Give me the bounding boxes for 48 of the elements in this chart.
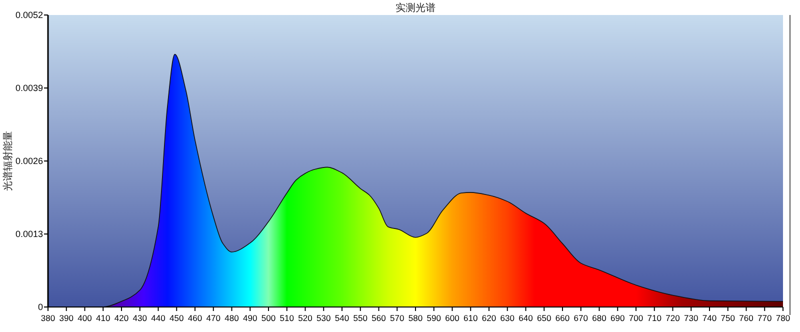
x-tick-label: 640 xyxy=(518,313,534,323)
x-tick-label: 510 xyxy=(280,313,294,323)
x-tick-label: 600 xyxy=(445,313,460,323)
x-tick-label: 740 xyxy=(702,313,717,323)
x-tick-label: 670 xyxy=(574,313,588,323)
x-tick-label: 730 xyxy=(684,313,698,323)
y-tick-label: 0.0013 xyxy=(15,229,43,239)
x-tick-label: 590 xyxy=(426,313,442,323)
x-tick-label: 560 xyxy=(372,313,386,323)
x-tick-label: 400 xyxy=(78,313,92,323)
x-tick-label: 580 xyxy=(408,313,423,323)
x-tick-label: 500 xyxy=(261,313,276,323)
y-tick-label: 0 xyxy=(38,302,43,312)
x-tick-label: 490 xyxy=(243,313,258,323)
x-tick-label: 660 xyxy=(555,313,570,323)
x-tick-label: 540 xyxy=(334,313,350,323)
x-tick-label: 430 xyxy=(132,313,148,323)
x-tick-label: 680 xyxy=(592,313,607,323)
x-tick-label: 450 xyxy=(170,313,184,323)
x-tick-label: 390 xyxy=(59,313,74,323)
x-tick-label: 750 xyxy=(720,313,736,323)
x-tick-label: 480 xyxy=(224,313,240,323)
x-tick-label: 710 xyxy=(647,313,662,323)
x-tick-label: 410 xyxy=(96,313,110,323)
x-tick-label: 440 xyxy=(151,313,166,323)
x-tick-label: 720 xyxy=(666,313,680,323)
x-tick-label: 770 xyxy=(758,313,772,323)
x-tick-label: 530 xyxy=(316,313,331,323)
x-tick-label: 420 xyxy=(114,313,129,323)
x-tick-label: 780 xyxy=(776,313,790,323)
x-tick-label: 700 xyxy=(628,313,644,323)
x-tick-label: 650 xyxy=(537,313,552,323)
chart-title: 实测光谱 xyxy=(396,2,436,14)
x-tick-label: 470 xyxy=(206,313,221,323)
x-tick-label: 760 xyxy=(739,313,754,323)
x-tick-label: 610 xyxy=(464,313,478,323)
x-tick-label: 620 xyxy=(482,313,496,323)
x-tick-label: 460 xyxy=(188,313,202,323)
y-tick-label: 0.0052 xyxy=(15,10,43,20)
y-tick-label: 0.0026 xyxy=(15,156,43,166)
x-tick-label: 630 xyxy=(500,313,515,323)
x-tick-label: 570 xyxy=(390,313,404,323)
x-tick-label: 520 xyxy=(298,313,313,323)
x-tick-label: 550 xyxy=(353,313,368,323)
y-tick-label: 0.0039 xyxy=(15,83,43,93)
x-tick-label: 380 xyxy=(40,313,56,323)
x-tick-label: 690 xyxy=(610,313,625,323)
y-axis-title: 光谱辐射能量 xyxy=(2,131,14,191)
